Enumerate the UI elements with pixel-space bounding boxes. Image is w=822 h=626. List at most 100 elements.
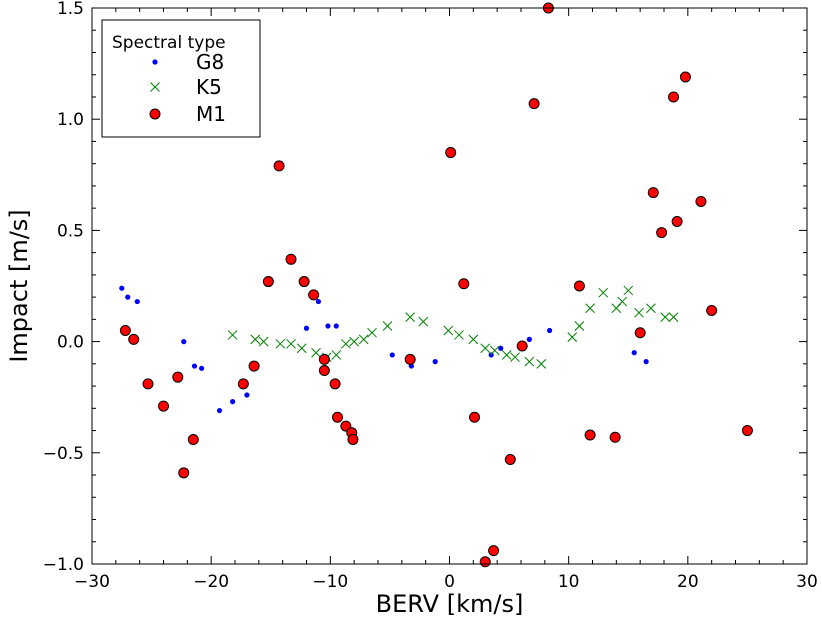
point-K5 xyxy=(311,347,321,358)
point-K5-stroke xyxy=(258,336,269,347)
point-M1 xyxy=(248,360,260,372)
point-K5-stroke xyxy=(660,312,671,322)
point-K5-stroke xyxy=(623,285,634,296)
point-G8 xyxy=(389,352,395,358)
point-M1 xyxy=(488,545,500,557)
point-K5-stroke xyxy=(349,336,360,347)
point-M1 xyxy=(706,304,718,316)
y-tick-label: 1.5 xyxy=(57,0,84,19)
point-K5 xyxy=(536,358,547,369)
point-K5 xyxy=(358,334,369,345)
point-G8 xyxy=(119,285,125,291)
point-M1 xyxy=(285,253,297,265)
point-K5 xyxy=(405,312,416,322)
point-M1 xyxy=(273,160,285,172)
point-G8 xyxy=(333,323,339,329)
point-M1 xyxy=(308,289,320,301)
legend-marker-K5-stroke xyxy=(150,82,160,92)
point-M1 xyxy=(331,411,343,423)
point-M1 xyxy=(178,467,190,479)
series-M1 xyxy=(119,2,753,568)
point-K5 xyxy=(286,338,296,349)
point-M1 xyxy=(158,400,169,412)
point-K5 xyxy=(468,334,479,345)
point-M1 xyxy=(695,195,707,207)
series-G8 xyxy=(119,285,649,414)
point-K5 xyxy=(349,336,360,347)
point-G8 xyxy=(488,352,494,358)
point-M1 xyxy=(516,340,528,352)
y-tick-label: 0.0 xyxy=(57,333,84,353)
point-K5-stroke xyxy=(501,350,512,360)
point-G8 xyxy=(199,365,205,371)
legend-marker-G8 xyxy=(152,59,158,65)
point-K5-stroke xyxy=(275,338,286,349)
point-M1 xyxy=(187,433,199,445)
point-K5-stroke xyxy=(668,312,679,322)
point-M1 xyxy=(679,71,691,83)
x-tick-label: −20 xyxy=(193,572,229,592)
x-tick-label: 0 xyxy=(444,572,455,592)
y-tick-label: 0.5 xyxy=(57,221,84,241)
point-G8 xyxy=(526,336,532,342)
point-M1 xyxy=(458,278,470,290)
point-M1 xyxy=(237,378,249,390)
x-tick-label: −10 xyxy=(312,572,348,592)
point-M1 xyxy=(741,425,753,437)
point-K5-stroke xyxy=(510,352,520,363)
y-tick-label: −1.0 xyxy=(43,555,84,575)
point-M1 xyxy=(668,91,680,103)
point-M1 xyxy=(262,276,274,288)
point-K5 xyxy=(367,327,377,338)
point-K5 xyxy=(454,330,464,340)
point-K5 xyxy=(443,325,454,336)
point-G8 xyxy=(315,298,322,305)
point-K5 xyxy=(258,336,269,347)
plot-frame xyxy=(91,7,808,565)
point-K5 xyxy=(574,321,585,331)
point-K5-stroke xyxy=(382,321,393,331)
point-K5 xyxy=(250,334,261,345)
legend-box xyxy=(101,19,261,138)
point-K5-stroke xyxy=(524,356,535,367)
point-M1 xyxy=(445,147,457,159)
point-G8 xyxy=(325,323,331,329)
point-M1 xyxy=(573,280,585,292)
point-M1 xyxy=(318,365,330,377)
point-G8 xyxy=(134,298,140,305)
point-K5-stroke xyxy=(611,303,622,314)
point-M1 xyxy=(142,378,154,390)
point-K5-stroke xyxy=(480,343,491,354)
point-K5 xyxy=(227,330,238,340)
point-K5-stroke xyxy=(296,343,307,354)
point-G8 xyxy=(303,325,310,331)
x-axis-label: BERV [km/s] xyxy=(376,590,524,618)
point-M1 xyxy=(172,371,184,383)
x-tick-label: 10 xyxy=(558,572,580,592)
point-G8 xyxy=(643,359,649,365)
point-K5 xyxy=(275,338,286,349)
point-K5 xyxy=(668,312,679,322)
point-G8 xyxy=(498,345,504,351)
point-M1 xyxy=(479,556,491,568)
legend-marker-M1 xyxy=(149,108,161,120)
point-K5-stroke xyxy=(617,296,628,307)
point-G8 xyxy=(547,327,553,334)
point-M1 xyxy=(504,453,516,465)
point-K5-stroke xyxy=(646,303,656,314)
point-K5-stroke xyxy=(574,321,585,331)
point-G8 xyxy=(631,350,637,356)
point-K5-stroke xyxy=(585,303,595,314)
point-K5-stroke xyxy=(331,350,342,360)
point-K5 xyxy=(296,343,307,354)
point-M1 xyxy=(119,324,131,336)
point-K5-stroke xyxy=(250,334,261,345)
point-M1 xyxy=(671,216,683,228)
point-G8 xyxy=(230,399,236,405)
point-K5 xyxy=(646,303,656,314)
point-K5 xyxy=(567,332,578,343)
point-K5-stroke xyxy=(367,327,377,338)
point-K5 xyxy=(660,312,671,322)
